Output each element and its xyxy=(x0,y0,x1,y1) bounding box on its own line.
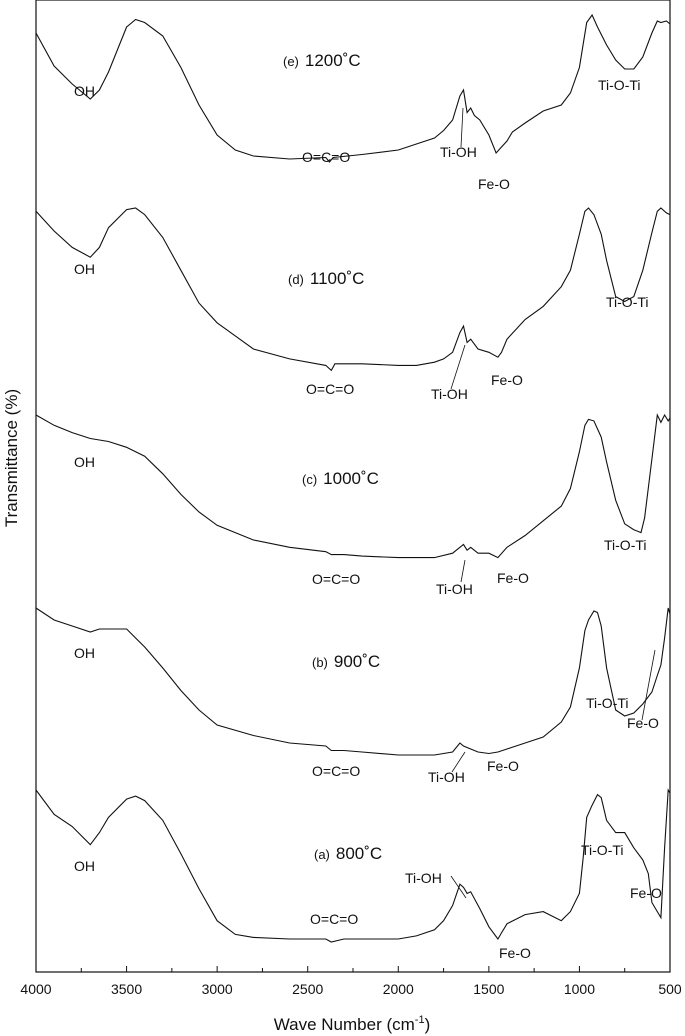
x-ticks: 4000 3500 3000 2500 2000 1500 1000 500 xyxy=(20,966,682,997)
series-line-c xyxy=(35,413,671,559)
annotation-co2: O=C=O xyxy=(306,381,354,397)
annotation-oh: OH xyxy=(74,454,95,470)
series-line-b xyxy=(35,607,671,756)
annotation-feo: Fe-O xyxy=(487,758,519,774)
annotation-feo: Fe-O xyxy=(630,885,662,901)
curves xyxy=(35,13,671,943)
annotation-tioh: Ti-OH xyxy=(436,581,473,597)
annotation-feo: Fe-O xyxy=(497,570,529,586)
annotation-co2: O=C=O xyxy=(310,911,358,927)
annotation-feo: Fe-O xyxy=(478,176,510,192)
x-tick-label: 2000 xyxy=(383,981,414,997)
annotation-tioti: Ti-O-Ti xyxy=(581,842,624,858)
annotation-co2: O=C=O xyxy=(302,149,350,165)
annotation-tioh: Ti-OH xyxy=(440,144,477,160)
annotation-leader xyxy=(641,649,656,721)
series-label: (b) 900˚C xyxy=(312,652,380,671)
annotation-tioti: Ti-O-Ti xyxy=(604,537,647,553)
annotation-leader xyxy=(450,344,466,390)
annotation-tioh: Ti-OH xyxy=(405,870,442,886)
x-axis-title: Wave Number (cm-1) xyxy=(274,1014,431,1034)
annotation-tioh: Ti-OH xyxy=(428,769,465,785)
series-labels: (e) 1200˚C (d) 1100˚C (c) 1000˚C (b) 900˚C (a) 80… xyxy=(283,51,382,863)
annotation-leader xyxy=(460,559,466,583)
x-tick-label: 1500 xyxy=(473,981,504,997)
annotation-tioti: Ti-O-Ti xyxy=(606,294,649,310)
x-tick-label: 3000 xyxy=(202,981,233,997)
annotation-feo: Fe-O xyxy=(499,945,531,961)
x-tick-label: 500 xyxy=(658,981,682,997)
x-tick-label: 4000 xyxy=(20,981,51,997)
series-line-a xyxy=(35,788,671,943)
annotation-leader xyxy=(451,751,466,773)
x-tick-label: 2500 xyxy=(292,981,323,997)
series-label: (d) 1100˚C xyxy=(288,269,364,288)
annotation-co2: O=C=O xyxy=(312,763,360,779)
series-label: (c) 1000˚C xyxy=(302,469,379,488)
annotation-tioti: Ti-O-Ti xyxy=(598,77,641,93)
annotation-oh: OH xyxy=(74,83,95,99)
annotation-tioh: Ti-OH xyxy=(431,386,468,402)
series-line-d xyxy=(35,207,671,372)
annotation-oh: OH xyxy=(74,261,95,277)
annotation-leader xyxy=(450,875,467,899)
x-tick-label: 3500 xyxy=(111,981,142,997)
x-tick-label: 1000 xyxy=(564,981,595,997)
annotation-leader xyxy=(460,107,464,148)
annotation-tioti: Ti-O-Ti xyxy=(586,695,629,711)
annotation-oh: OH xyxy=(74,858,95,874)
series-label: (e) 1200˚C xyxy=(283,51,361,70)
annotation-feo: Fe-O xyxy=(627,715,659,731)
y-axis-title: Transmittance (%) xyxy=(2,389,21,527)
annotation-co2: O=C=O xyxy=(312,571,360,587)
series-label: (a) 800˚C xyxy=(314,844,382,863)
annotation-feo: Fe-O xyxy=(491,372,523,388)
annotation-oh: OH xyxy=(74,645,95,661)
series-line-e xyxy=(35,13,671,163)
